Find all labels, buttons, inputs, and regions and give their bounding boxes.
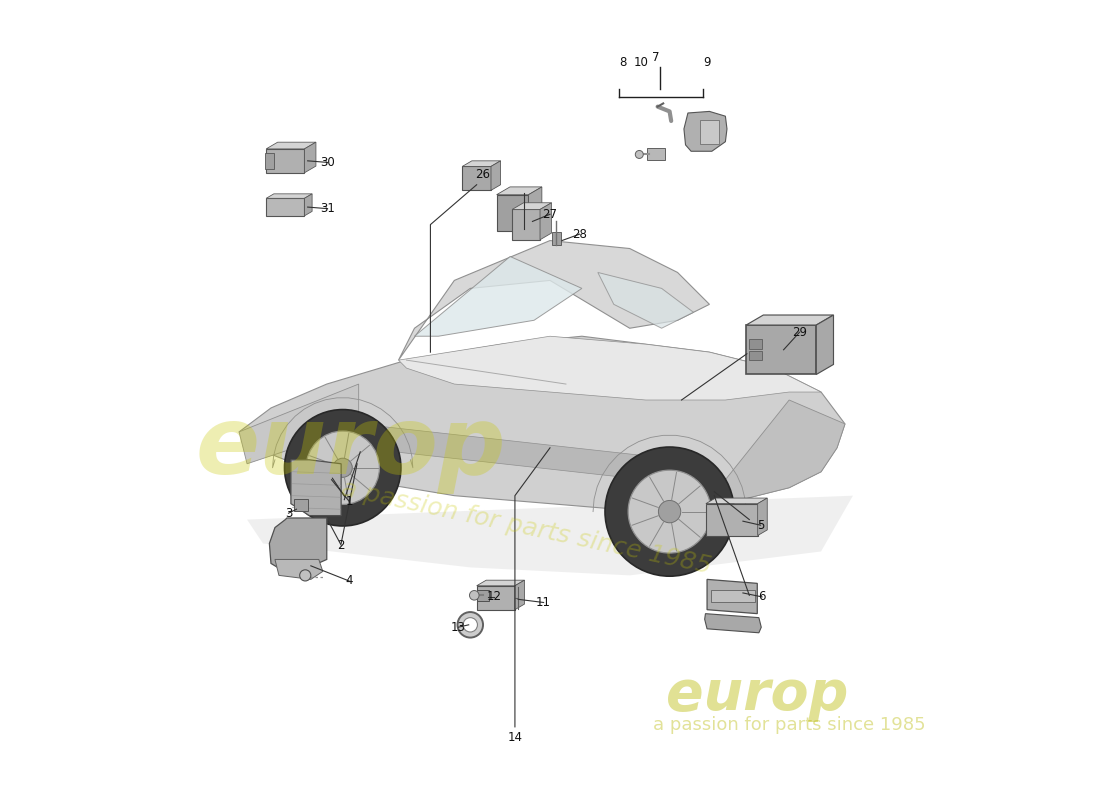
Bar	[749, 350, 762, 360]
Text: a passion for parts since 1985: a passion for parts since 1985	[339, 477, 713, 578]
Bar	[266, 198, 305, 216]
Polygon shape	[528, 187, 542, 230]
Circle shape	[463, 618, 477, 632]
Bar	[476, 586, 515, 610]
Polygon shape	[707, 579, 757, 614]
Bar	[462, 166, 491, 190]
Polygon shape	[705, 614, 761, 633]
Circle shape	[299, 570, 311, 581]
Text: 29: 29	[792, 326, 807, 338]
Bar	[749, 339, 762, 349]
Text: 12: 12	[486, 590, 502, 603]
Bar	[706, 504, 758, 535]
Text: 10: 10	[634, 56, 648, 70]
Bar	[265, 153, 274, 169]
Polygon shape	[359, 424, 646, 480]
Bar	[647, 149, 664, 161]
Polygon shape	[415, 257, 582, 336]
Circle shape	[628, 470, 711, 553]
Circle shape	[470, 590, 478, 600]
Polygon shape	[266, 194, 312, 198]
Polygon shape	[816, 315, 834, 374]
Text: europ: europ	[667, 668, 848, 722]
Text: 28: 28	[572, 228, 587, 241]
Polygon shape	[305, 142, 316, 173]
Text: 7: 7	[652, 50, 660, 64]
Circle shape	[333, 458, 352, 478]
Text: 5: 5	[757, 518, 764, 532]
Polygon shape	[398, 241, 710, 360]
Polygon shape	[725, 400, 845, 504]
Polygon shape	[270, 518, 327, 575]
Polygon shape	[515, 580, 525, 610]
Bar	[712, 590, 756, 602]
Text: 2: 2	[338, 538, 345, 551]
Text: europ: europ	[196, 402, 506, 494]
Text: 3: 3	[285, 506, 293, 520]
Polygon shape	[290, 460, 341, 515]
Polygon shape	[706, 498, 767, 504]
Text: 4: 4	[345, 574, 353, 587]
Polygon shape	[266, 142, 316, 149]
Circle shape	[605, 447, 734, 576]
Polygon shape	[496, 187, 542, 194]
Polygon shape	[758, 498, 767, 535]
Circle shape	[306, 431, 379, 505]
Polygon shape	[597, 273, 693, 328]
Text: 13: 13	[451, 621, 465, 634]
Circle shape	[458, 612, 483, 638]
Bar	[266, 149, 305, 173]
Polygon shape	[239, 384, 359, 464]
Polygon shape	[476, 580, 525, 586]
Circle shape	[636, 150, 644, 158]
Text: 14: 14	[507, 730, 522, 744]
Bar	[294, 499, 308, 511]
Text: 27: 27	[542, 208, 558, 221]
Polygon shape	[248, 496, 852, 575]
Polygon shape	[275, 559, 322, 579]
Polygon shape	[398, 336, 821, 400]
Polygon shape	[540, 202, 551, 240]
Polygon shape	[684, 111, 727, 151]
Circle shape	[285, 410, 400, 526]
Text: 1: 1	[345, 494, 353, 508]
Text: a passion for parts since 1985: a passion for parts since 1985	[653, 716, 925, 734]
Text: 11: 11	[536, 596, 551, 609]
Polygon shape	[305, 194, 312, 216]
Text: 6: 6	[758, 590, 766, 603]
Text: 9: 9	[703, 56, 711, 70]
Text: 26: 26	[475, 168, 491, 181]
Polygon shape	[239, 336, 845, 512]
Polygon shape	[491, 161, 501, 190]
Polygon shape	[746, 315, 834, 325]
Text: 30: 30	[320, 156, 334, 169]
Bar	[513, 210, 540, 240]
Text: 31: 31	[320, 202, 336, 215]
Polygon shape	[462, 161, 501, 166]
Bar	[476, 590, 490, 601]
Bar	[551, 232, 561, 245]
Polygon shape	[513, 202, 551, 210]
Bar	[746, 325, 816, 374]
Bar	[496, 194, 528, 230]
Bar	[700, 120, 719, 144]
Circle shape	[659, 501, 681, 522]
Text: 8: 8	[619, 56, 627, 70]
